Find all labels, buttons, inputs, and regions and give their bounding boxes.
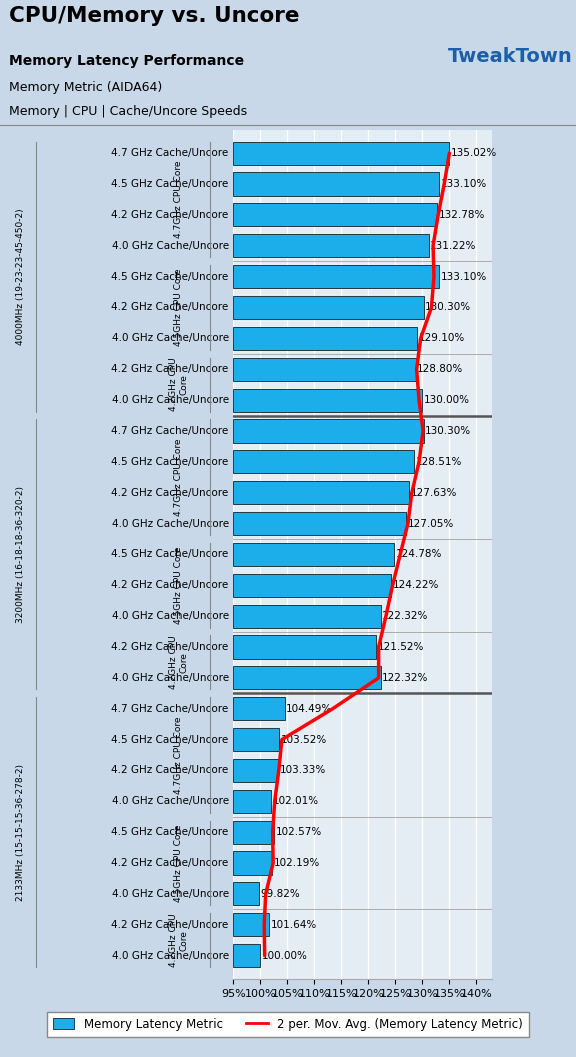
Bar bbox=[233, 327, 418, 350]
Text: TweakTown: TweakTown bbox=[448, 47, 573, 66]
Text: 4.5 GHz Cache/Uncore: 4.5 GHz Cache/Uncore bbox=[111, 179, 229, 189]
Text: 130.30%: 130.30% bbox=[425, 426, 471, 435]
Text: 4.2 GHz Cache/Uncore: 4.2 GHz Cache/Uncore bbox=[111, 580, 229, 590]
Bar bbox=[233, 666, 381, 689]
Bar bbox=[233, 142, 449, 165]
Bar bbox=[233, 296, 424, 319]
Text: 124.78%: 124.78% bbox=[396, 550, 442, 559]
Text: 102.57%: 102.57% bbox=[275, 828, 322, 837]
Text: 131.22%: 131.22% bbox=[430, 241, 476, 251]
Bar bbox=[233, 512, 406, 535]
Text: 4.5GHz CPU Core: 4.5GHz CPU Core bbox=[174, 268, 183, 347]
Text: 127.63%: 127.63% bbox=[411, 487, 457, 498]
Text: Memory | CPU | Cache/Uncore Speeds: Memory | CPU | Cache/Uncore Speeds bbox=[9, 105, 247, 117]
Text: 102.19%: 102.19% bbox=[274, 858, 320, 868]
Text: 129.10%: 129.10% bbox=[419, 333, 465, 344]
Text: 122.32%: 122.32% bbox=[382, 611, 429, 622]
Bar bbox=[233, 389, 422, 411]
Bar bbox=[233, 883, 259, 906]
Text: 4.0 GHz Cache/Uncore: 4.0 GHz Cache/Uncore bbox=[112, 796, 229, 806]
Bar bbox=[233, 944, 260, 967]
Text: 4.5 GHz Cache/Uncore: 4.5 GHz Cache/Uncore bbox=[111, 828, 229, 837]
Text: 4.2 GHz Cache/Uncore: 4.2 GHz Cache/Uncore bbox=[111, 858, 229, 868]
Text: 102.01%: 102.01% bbox=[272, 796, 319, 806]
Text: 4.7GHz CPU Core: 4.7GHz CPU Core bbox=[174, 161, 183, 238]
Text: 4.2GHz CPU
Core: 4.2GHz CPU Core bbox=[169, 913, 188, 967]
Text: 122.32%: 122.32% bbox=[382, 673, 429, 683]
Bar bbox=[233, 605, 381, 628]
Text: 4.7 GHz Cache/Uncore: 4.7 GHz Cache/Uncore bbox=[111, 148, 229, 159]
Text: 130.00%: 130.00% bbox=[423, 395, 469, 405]
Text: 4.7 GHz Cache/Uncore: 4.7 GHz Cache/Uncore bbox=[111, 426, 229, 435]
Text: 4.0 GHz Cache/Uncore: 4.0 GHz Cache/Uncore bbox=[112, 395, 229, 405]
Text: 135.02%: 135.02% bbox=[451, 148, 497, 159]
Bar bbox=[233, 635, 377, 659]
Bar bbox=[233, 450, 414, 474]
Bar bbox=[233, 790, 271, 813]
Bar bbox=[233, 357, 416, 381]
Bar bbox=[233, 852, 272, 874]
Bar bbox=[233, 543, 394, 565]
Text: 132.78%: 132.78% bbox=[439, 210, 485, 220]
Text: 4.7 GHz Cache/Uncore: 4.7 GHz Cache/Uncore bbox=[111, 704, 229, 713]
Bar bbox=[233, 820, 274, 843]
Text: 133.10%: 133.10% bbox=[441, 272, 487, 281]
Text: 4000MHz (19-23-23-45-450-2): 4000MHz (19-23-23-45-450-2) bbox=[16, 208, 25, 345]
Text: 133.10%: 133.10% bbox=[441, 179, 487, 189]
Bar bbox=[233, 759, 278, 782]
Text: 4.5 GHz Cache/Uncore: 4.5 GHz Cache/Uncore bbox=[111, 457, 229, 467]
Text: 4.2 GHz Cache/Uncore: 4.2 GHz Cache/Uncore bbox=[111, 920, 229, 930]
Text: 128.80%: 128.80% bbox=[417, 365, 464, 374]
Text: 4.2GHz CPU
Core: 4.2GHz CPU Core bbox=[169, 635, 188, 689]
Bar bbox=[233, 698, 285, 720]
Text: CPU/Memory vs. Uncore: CPU/Memory vs. Uncore bbox=[9, 6, 299, 26]
Text: 2133MHz (15-15-15-36-278-2): 2133MHz (15-15-15-36-278-2) bbox=[16, 763, 25, 901]
Text: 103.33%: 103.33% bbox=[279, 765, 326, 776]
Text: 99.82%: 99.82% bbox=[261, 889, 301, 898]
Text: 4.5 GHz Cache/Uncore: 4.5 GHz Cache/Uncore bbox=[111, 550, 229, 559]
Text: 4.2 GHz Cache/Uncore: 4.2 GHz Cache/Uncore bbox=[111, 765, 229, 776]
Text: 4.0 GHz Cache/Uncore: 4.0 GHz Cache/Uncore bbox=[112, 519, 229, 528]
Bar bbox=[233, 172, 439, 196]
Legend: Memory Latency Metric, 2 per. Mov. Avg. (Memory Latency Metric): Memory Latency Metric, 2 per. Mov. Avg. … bbox=[47, 1012, 529, 1037]
Text: 4.5GHz CPU Core: 4.5GHz CPU Core bbox=[174, 546, 183, 624]
Text: 4.2 GHz Cache/Uncore: 4.2 GHz Cache/Uncore bbox=[111, 210, 229, 220]
Bar bbox=[233, 203, 437, 226]
Text: 4.2 GHz Cache/Uncore: 4.2 GHz Cache/Uncore bbox=[111, 365, 229, 374]
Text: 4.0 GHz Cache/Uncore: 4.0 GHz Cache/Uncore bbox=[112, 950, 229, 961]
Bar bbox=[233, 728, 279, 752]
Text: 4.0 GHz Cache/Uncore: 4.0 GHz Cache/Uncore bbox=[112, 889, 229, 898]
Bar bbox=[233, 265, 439, 289]
Bar bbox=[233, 481, 410, 504]
Text: 4.5 GHz Cache/Uncore: 4.5 GHz Cache/Uncore bbox=[111, 735, 229, 744]
Text: 4.7GHz CPU Core: 4.7GHz CPU Core bbox=[174, 717, 183, 794]
Bar bbox=[233, 420, 424, 443]
Text: 4.0 GHz Cache/Uncore: 4.0 GHz Cache/Uncore bbox=[112, 241, 229, 251]
Text: 128.51%: 128.51% bbox=[415, 457, 462, 467]
Text: 4.0 GHz Cache/Uncore: 4.0 GHz Cache/Uncore bbox=[112, 673, 229, 683]
Text: 121.52%: 121.52% bbox=[378, 642, 424, 652]
Bar bbox=[233, 235, 429, 257]
Bar bbox=[233, 574, 391, 597]
Text: 4.2 GHz Cache/Uncore: 4.2 GHz Cache/Uncore bbox=[111, 642, 229, 652]
Text: 4.5GHz CPU Core: 4.5GHz CPU Core bbox=[174, 824, 183, 902]
Text: 4.2 GHz Cache/Uncore: 4.2 GHz Cache/Uncore bbox=[111, 302, 229, 313]
Text: 124.22%: 124.22% bbox=[392, 580, 439, 590]
Text: 4.5 GHz Cache/Uncore: 4.5 GHz Cache/Uncore bbox=[111, 272, 229, 281]
Text: 101.64%: 101.64% bbox=[271, 920, 317, 930]
Text: 104.49%: 104.49% bbox=[286, 704, 332, 713]
Text: 4.7GHz CPU Core: 4.7GHz CPU Core bbox=[174, 439, 183, 516]
Bar bbox=[233, 913, 269, 937]
Text: 103.52%: 103.52% bbox=[281, 735, 327, 744]
Text: 127.05%: 127.05% bbox=[408, 519, 454, 528]
Text: Memory Latency Performance: Memory Latency Performance bbox=[9, 54, 244, 68]
Text: 100.00%: 100.00% bbox=[262, 950, 308, 961]
Text: 4.0 GHz Cache/Uncore: 4.0 GHz Cache/Uncore bbox=[112, 333, 229, 344]
Text: 4.2GHz CPU
Core: 4.2GHz CPU Core bbox=[169, 358, 188, 411]
Text: 130.30%: 130.30% bbox=[425, 302, 471, 313]
Text: 4.2 GHz Cache/Uncore: 4.2 GHz Cache/Uncore bbox=[111, 487, 229, 498]
Text: 4.0 GHz Cache/Uncore: 4.0 GHz Cache/Uncore bbox=[112, 611, 229, 622]
Text: Memory Metric (AIDA64): Memory Metric (AIDA64) bbox=[9, 81, 162, 94]
Text: 3200MHz (16-18-18-36-320-2): 3200MHz (16-18-18-36-320-2) bbox=[16, 486, 25, 623]
